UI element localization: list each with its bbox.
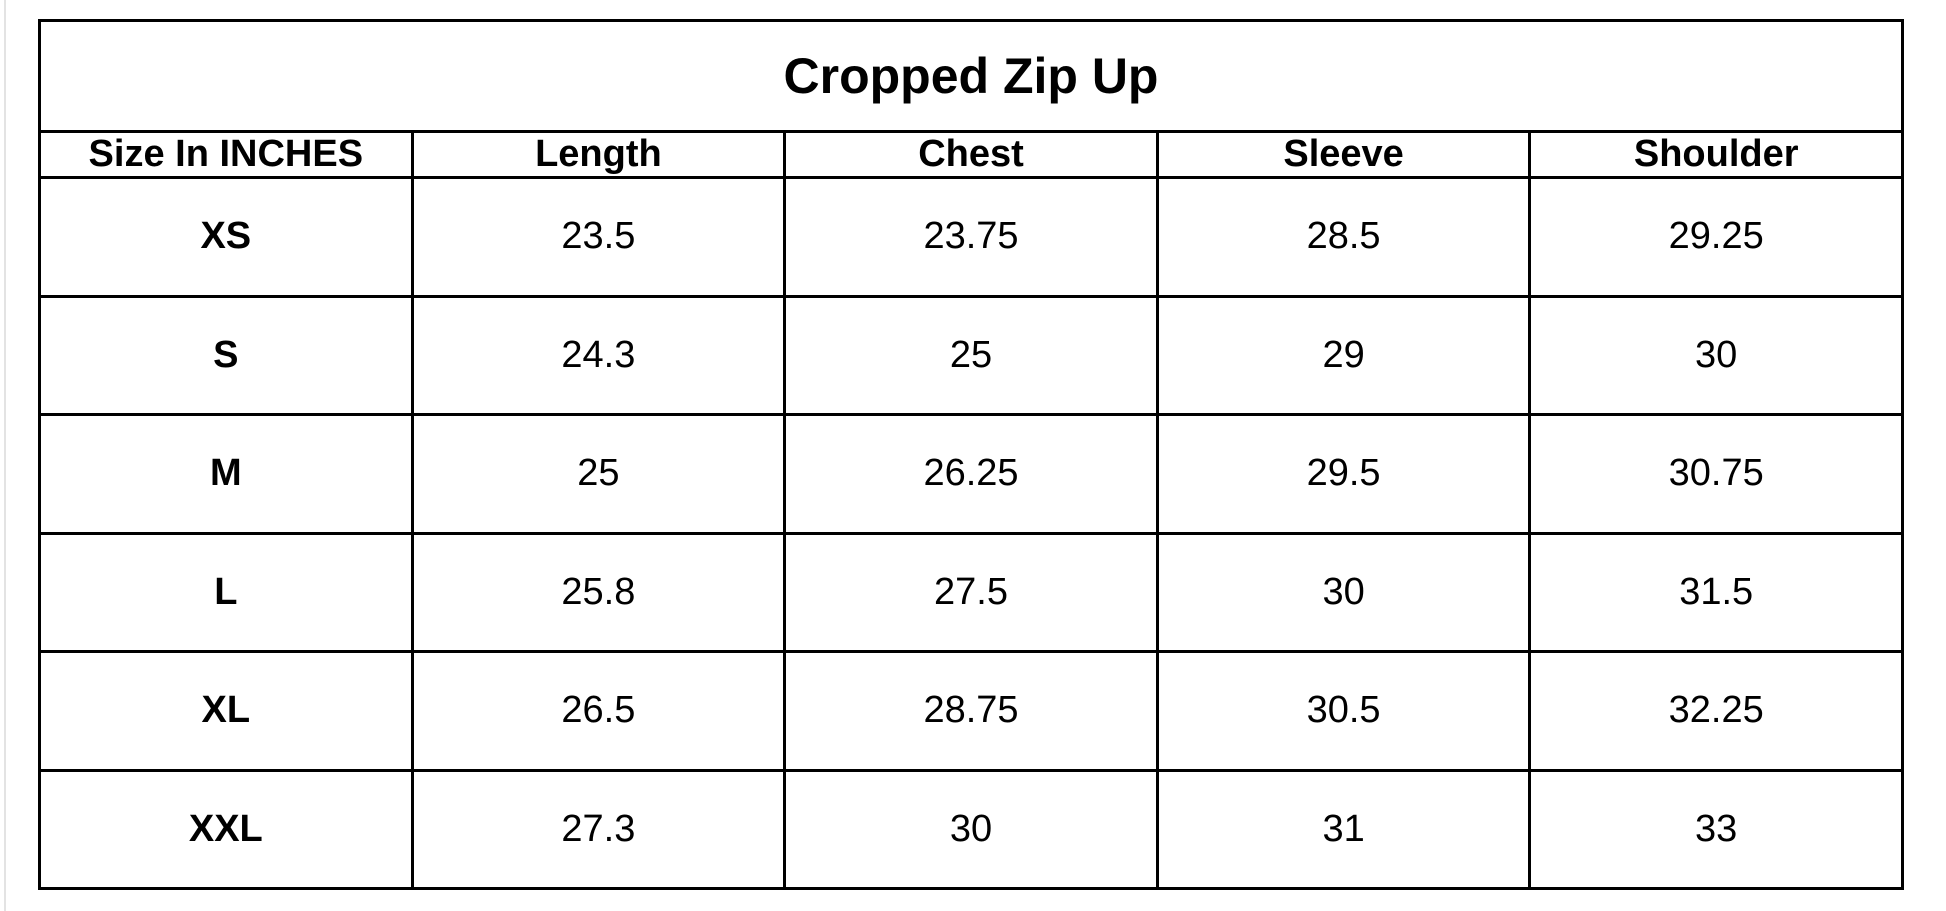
measurement: 29.25 xyxy=(1528,176,1904,298)
window-edge xyxy=(0,0,6,911)
measurement: 25 xyxy=(783,294,1159,416)
measurement: 30 xyxy=(1528,294,1904,416)
measurement: 30 xyxy=(1155,531,1532,653)
measurement: 26.5 xyxy=(410,650,787,772)
column-header: Sleeve xyxy=(1155,130,1532,179)
measurement: 31.5 xyxy=(1528,531,1904,653)
size-row: XL 26.5 28.75 30.5 32.25 xyxy=(38,650,1904,772)
measurement: 26.25 xyxy=(783,413,1159,535)
size-row: XXL 27.3 30 31 33 xyxy=(38,768,1904,890)
size-label: M xyxy=(38,413,414,535)
column-header: Length xyxy=(410,130,787,179)
measurement: 32.25 xyxy=(1528,650,1904,772)
table-title: Cropped Zip Up xyxy=(38,19,1904,133)
measurement: 29 xyxy=(1155,294,1532,416)
measurement: 33 xyxy=(1528,768,1904,890)
size-row: XS 23.5 23.75 28.5 29.25 xyxy=(38,176,1904,298)
measurement: 30.5 xyxy=(1155,650,1532,772)
measurement: 25 xyxy=(410,413,787,535)
measurement: 23.5 xyxy=(410,176,787,298)
title-row: Cropped Zip Up xyxy=(38,19,1904,133)
measurement: 30 xyxy=(783,768,1159,890)
measurement: 25.8 xyxy=(410,531,787,653)
size-label: S xyxy=(38,294,414,416)
column-header: Shoulder xyxy=(1528,130,1904,179)
size-row: L 25.8 27.5 30 31.5 xyxy=(38,531,1904,653)
size-table: Cropped Zip Up Size In INCHES Length Chest… xyxy=(38,19,1904,890)
column-header: Chest xyxy=(783,130,1159,179)
size-label: XS xyxy=(38,176,414,298)
header-row: Size In INCHES Length Chest Sleeve Shoulder xyxy=(38,130,1904,179)
measurement: 27.5 xyxy=(783,531,1159,653)
measurement: 27.3 xyxy=(410,768,787,890)
measurement: 28.75 xyxy=(783,650,1159,772)
size-row: M 25 26.25 29.5 30.75 xyxy=(38,413,1904,535)
size-label: L xyxy=(38,531,414,653)
measurement: 30.75 xyxy=(1528,413,1904,535)
measurement: 29.5 xyxy=(1155,413,1532,535)
size-row: S 24.3 25 29 30 xyxy=(38,294,1904,416)
measurement: 23.75 xyxy=(783,176,1159,298)
column-header: Size In INCHES xyxy=(38,130,414,179)
size-label: XXL xyxy=(38,768,414,890)
measurement: 31 xyxy=(1155,768,1532,890)
size-label: XL xyxy=(38,650,414,772)
measurement: 24.3 xyxy=(410,294,787,416)
measurement: 28.5 xyxy=(1155,176,1532,298)
